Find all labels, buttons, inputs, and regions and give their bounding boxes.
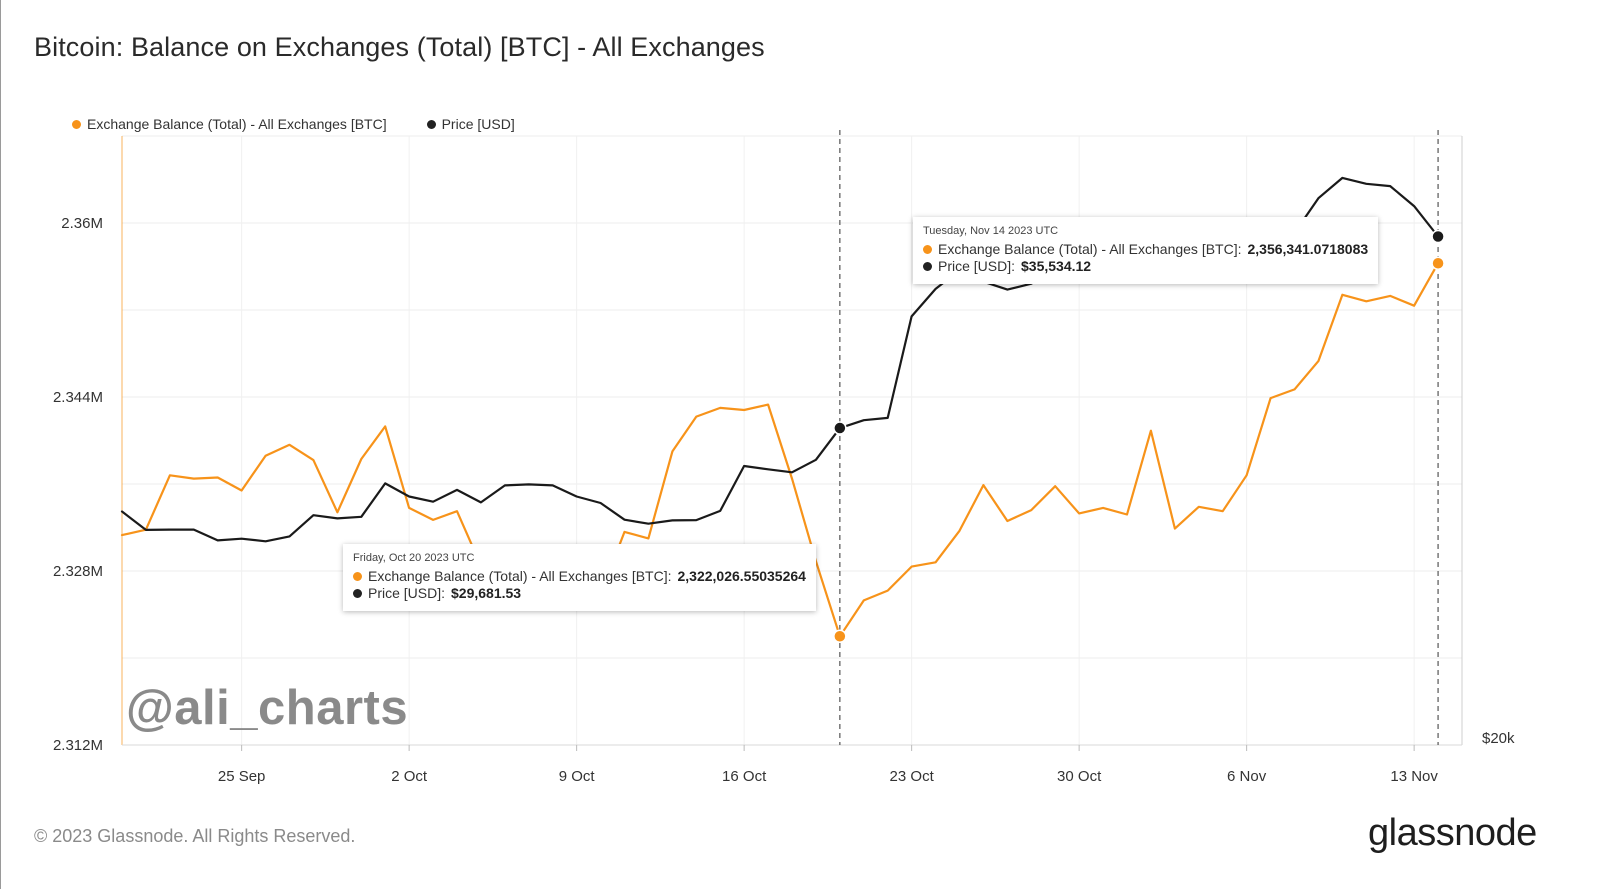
legend-label-price: Price [USD]	[441, 116, 515, 132]
chart-title: Bitcoin: Balance on Exchanges (Total) [B…	[34, 32, 765, 62]
x-tick-label: 9 Oct	[559, 768, 596, 785]
glassnode-logo[interactable]: glassnode	[1368, 812, 1537, 854]
x-tick-label: 25 Sep	[218, 768, 266, 785]
y-tick-label: 2.344M	[53, 389, 103, 406]
y-tick-label: 2.36M	[61, 215, 103, 232]
x-tick-label: 6 Nov	[1227, 768, 1267, 785]
black-dot-icon	[353, 589, 362, 598]
price-point[interactable]	[833, 421, 847, 435]
tooltip-row-price: Price [USD]: $35,534.12	[923, 258, 1368, 275]
x-tick-label: 30 Oct	[1057, 768, 1102, 785]
series-line-exchange-balance[interactable]	[120, 262, 1440, 638]
balance-point[interactable]	[1431, 256, 1445, 270]
legend-item-balance[interactable]: Exchange Balance (Total) - All Exchanges…	[72, 116, 387, 132]
orange-dot-icon	[72, 119, 81, 129]
tooltip-price-value: $29,681.53	[451, 585, 522, 601]
legend-label-balance: Exchange Balance (Total) - All Exchanges…	[87, 116, 387, 132]
tooltip-oct-20: Friday, Oct 20 2023 UTC Exchange Balance…	[343, 544, 816, 611]
black-dot-icon	[426, 119, 436, 129]
legend-item-price[interactable]: Price [USD]	[426, 116, 515, 132]
tooltip-date: Tuesday, Nov 14 2023 UTC	[923, 225, 1059, 237]
tooltip-balance-label: Exchange Balance (Total) - All Exchanges…	[938, 241, 1242, 257]
price-point[interactable]	[1431, 229, 1445, 244]
chart-legend: Exchange Balance (Total) - All Exchanges…	[72, 116, 515, 132]
tooltip-nov-14: Tuesday, Nov 14 2023 UTC Exchange Balanc…	[913, 217, 1379, 284]
tooltip-balance-label: Exchange Balance (Total) - All Exchanges…	[368, 568, 672, 584]
tooltip-balance-value: 2,356,341.0718083	[1247, 241, 1369, 257]
tooltip-row-balance: Exchange Balance (Total) - All Exchanges…	[923, 241, 1368, 258]
copyright-footer: © 2023 Glassnode. All Rights Reserved.	[34, 826, 356, 846]
tooltip-date: Friday, Oct 20 2023 UTC	[353, 552, 475, 564]
balance-point[interactable]	[833, 629, 847, 643]
y-tick-label: 2.328M	[53, 563, 103, 580]
black-dot-icon	[923, 262, 932, 271]
tooltip-price-label: Price [USD]:	[938, 258, 1016, 274]
tooltip-row-price: Price [USD]: $29,681.53	[353, 585, 806, 602]
orange-dot-icon	[923, 245, 932, 254]
orange-dot-icon	[353, 572, 362, 581]
x-tick-label: 13 Nov	[1390, 768, 1438, 785]
tooltip-price-value: $35,534.12	[1021, 258, 1092, 274]
y-right-tick-label: $20k	[1482, 730, 1515, 747]
x-tick-label: 2 Oct	[391, 768, 428, 785]
y-tick-label: 2.312M	[53, 737, 103, 754]
tooltip-row-balance: Exchange Balance (Total) - All Exchanges…	[353, 568, 806, 585]
tooltip-balance-value: 2,322,026.55035264	[677, 568, 806, 584]
tooltip-price-label: Price [USD]:	[368, 585, 446, 601]
x-tick-label: 23 Oct	[890, 768, 935, 785]
watermark: @ali_charts	[126, 681, 409, 735]
x-tick-label: 16 Oct	[722, 768, 767, 785]
